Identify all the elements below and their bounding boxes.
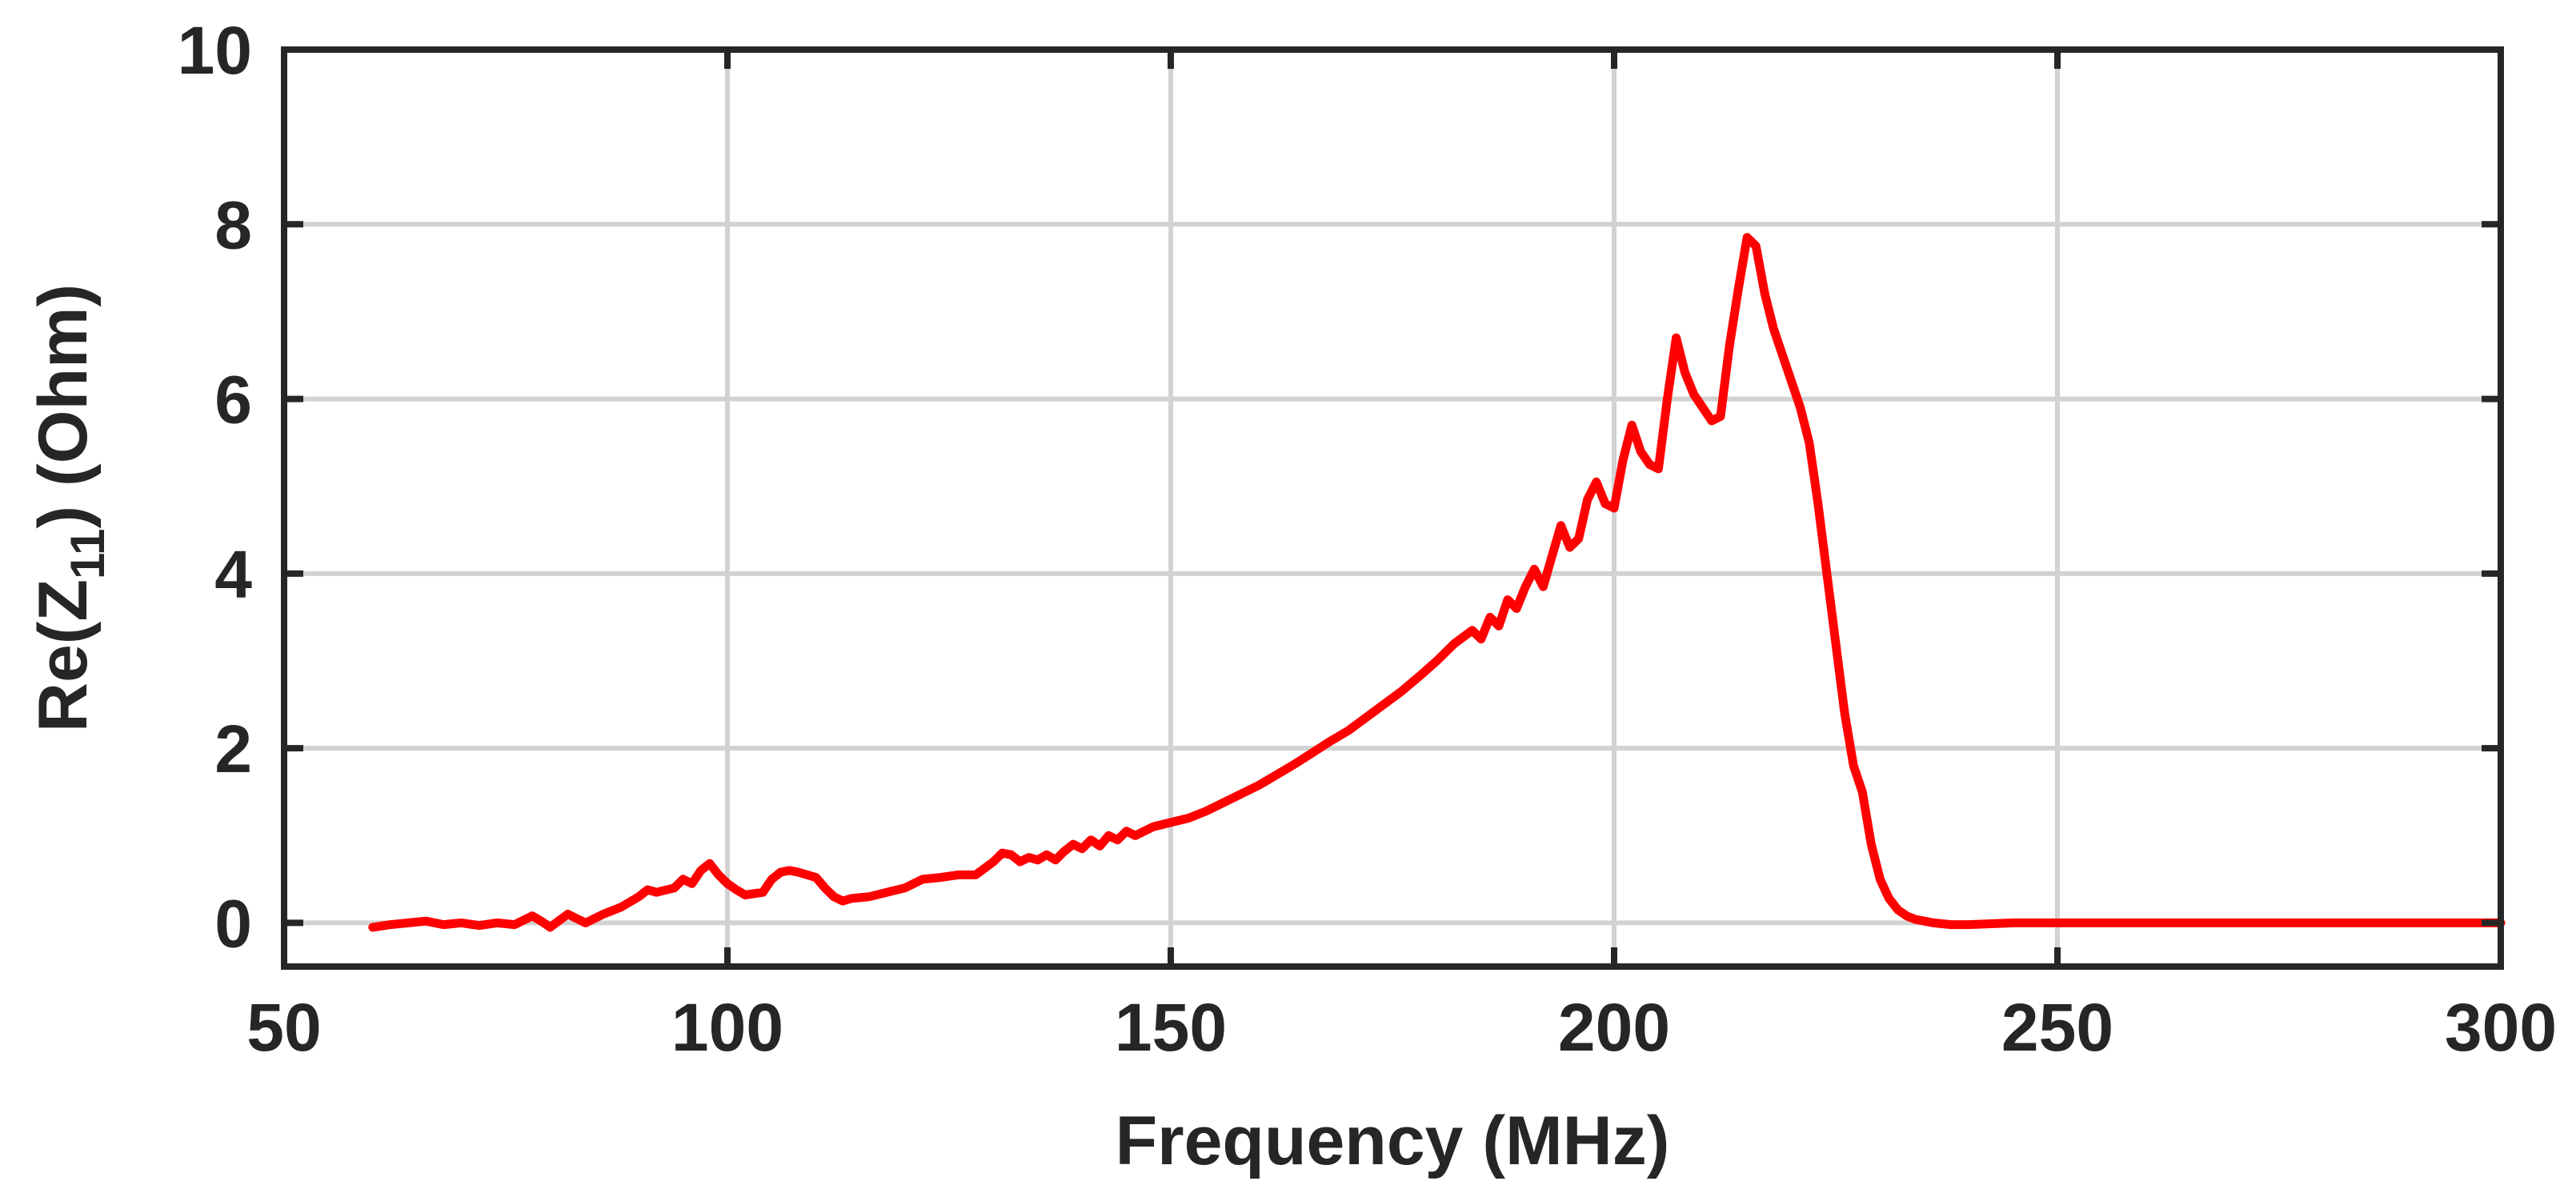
y-tick-label: 0	[214, 886, 252, 961]
y-axis-label-subscript: 11	[61, 529, 114, 579]
tick-marks	[284, 50, 2501, 967]
x-tick-labels: 50 100 150 200 250 300	[246, 990, 2557, 1065]
y-axis-label-prefix: Re(Z	[25, 579, 102, 732]
y-axis-label: Re(Z11) (Ohm)	[25, 284, 114, 732]
x-tick-label: 300	[2445, 990, 2557, 1065]
x-tick-label: 200	[1558, 990, 1670, 1065]
plot-frame	[284, 50, 2501, 967]
series-line-re-z11	[373, 238, 2501, 927]
grid-lines	[284, 50, 2501, 967]
y-tick-label: 6	[214, 362, 252, 438]
y-tick-label: 8	[214, 187, 252, 262]
x-tick-label: 100	[671, 990, 783, 1065]
y-tick-label: 2	[214, 711, 252, 787]
y-tick-labels: 0 2 4 6 8 10	[178, 13, 253, 961]
y-axis-label-suffix: ) (Ohm)	[25, 284, 102, 529]
y-tick-label: 10	[178, 13, 252, 88]
x-axis-label: Frequency (MHz)	[1116, 1103, 1670, 1179]
x-tick-label: 50	[246, 990, 321, 1065]
y-tick-label: 4	[214, 537, 252, 612]
x-tick-label: 250	[2001, 990, 2113, 1065]
x-tick-label: 150	[1115, 990, 1227, 1065]
